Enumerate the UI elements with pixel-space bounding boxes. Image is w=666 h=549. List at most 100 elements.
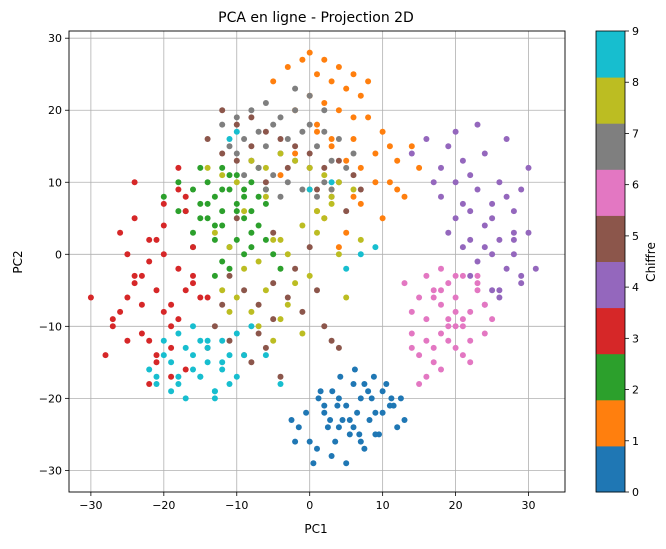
data-point-digit-2 [175, 179, 182, 186]
data-point-digit-6 [438, 287, 444, 294]
data-point-digit-6 [459, 272, 466, 279]
data-point-digit-0 [306, 438, 313, 445]
data-point-digit-6 [445, 316, 452, 323]
data-point-digit-0 [388, 395, 395, 402]
data-point-digit-4 [481, 222, 488, 229]
data-point-digit-5 [321, 164, 328, 171]
data-point-digit-9 [190, 366, 196, 373]
data-point-digit-2 [204, 179, 211, 186]
data-point-digit-5 [248, 143, 255, 150]
data-point-digit-2 [175, 208, 182, 215]
data-point-digit-9 [204, 344, 211, 351]
data-point-digit-8 [343, 294, 350, 301]
data-point-digit-9 [182, 395, 189, 402]
data-point-digit-3 [138, 330, 145, 337]
data-point-digit-1 [328, 136, 335, 142]
data-point-digit-3 [168, 301, 175, 308]
data-point-digit-2 [197, 215, 204, 222]
data-point-digit-6 [452, 272, 459, 279]
data-point-digit-3 [190, 244, 196, 251]
data-point-digit-3 [190, 272, 196, 279]
data-point-digit-6 [401, 280, 408, 287]
data-point-digit-9 [372, 244, 379, 251]
data-point-digit-9 [146, 366, 153, 373]
data-point-digit-6 [423, 316, 430, 323]
data-point-digit-2 [211, 236, 218, 243]
data-point-digit-0 [346, 417, 353, 423]
data-point-digit-3 [109, 316, 116, 323]
data-point-digit-9 [219, 337, 226, 344]
data-point-digit-6 [423, 373, 430, 380]
data-point-digit-6 [489, 316, 496, 323]
data-point-digit-6 [467, 359, 474, 366]
data-point-digit-6 [445, 323, 452, 330]
data-point-digit-0 [334, 402, 341, 409]
data-point-digit-4 [467, 172, 474, 179]
data-point-digit-1 [357, 92, 364, 99]
data-point-digit-9 [226, 381, 233, 387]
data-point-digit-7 [328, 186, 335, 193]
data-point-digit-2 [248, 208, 255, 215]
data-point-digit-0 [343, 460, 350, 467]
data-point-digit-9 [277, 381, 284, 387]
data-point-digit-0 [295, 424, 302, 431]
data-point-digit-8 [321, 172, 328, 179]
data-point-digit-7 [343, 164, 350, 171]
data-point-digit-2 [248, 244, 255, 251]
data-point-digit-0 [397, 395, 404, 402]
data-point-digit-9 [226, 352, 233, 359]
data-point-digit-1 [408, 143, 415, 150]
data-point-digit-2 [219, 222, 226, 229]
data-point-digit-4 [474, 186, 481, 193]
data-point-digit-7 [248, 107, 255, 114]
data-point-digit-9 [190, 352, 196, 359]
colorbar-tick-label: 7 [632, 127, 639, 140]
data-point-digit-6 [416, 352, 423, 359]
data-point-digit-8 [211, 229, 218, 236]
data-point-digit-0 [357, 438, 364, 445]
data-point-digit-3 [197, 294, 204, 301]
x-tick-label: −20 [152, 499, 175, 512]
data-point-digit-9 [343, 265, 350, 272]
data-point-digit-4 [496, 294, 503, 301]
data-point-digit-6 [430, 359, 437, 366]
data-point-digit-8 [241, 208, 248, 215]
data-point-digit-1 [394, 186, 401, 193]
data-point-digit-4 [525, 164, 532, 171]
data-point-digit-2 [204, 215, 211, 222]
data-point-digit-0 [383, 381, 390, 387]
data-point-digit-2 [190, 229, 196, 236]
data-point-digit-9 [233, 373, 240, 380]
data-point-digit-1 [350, 71, 357, 78]
data-point-digit-0 [327, 417, 334, 423]
data-point-digit-1 [314, 71, 320, 78]
data-point-digit-9 [168, 359, 175, 366]
data-point-digit-4 [489, 200, 496, 207]
data-point-digit-0 [366, 417, 373, 423]
data-point-digit-0 [315, 395, 322, 402]
data-point-digit-1 [328, 78, 335, 85]
colorbar-segment [596, 445, 625, 493]
data-point-digit-3 [168, 323, 175, 330]
x-tick-label: 30 [522, 499, 536, 512]
data-point-digit-5 [292, 143, 299, 150]
data-point-digit-8 [277, 316, 284, 323]
data-point-digit-3 [153, 287, 160, 294]
data-point-digit-4 [525, 229, 532, 236]
data-point-digit-1 [335, 107, 342, 114]
data-point-digit-7 [277, 193, 284, 200]
data-point-digit-2 [262, 200, 269, 207]
data-point-digit-8 [226, 308, 233, 315]
data-point-digit-1 [343, 85, 350, 92]
data-point-digit-2 [248, 179, 255, 186]
x-axis-label: PC1 [304, 522, 327, 536]
data-point-digit-0 [365, 388, 372, 395]
data-point-digit-4 [481, 244, 488, 251]
data-point-digit-5 [314, 287, 320, 294]
data-point-digit-2 [241, 215, 248, 222]
data-point-digit-6 [481, 301, 488, 308]
y-axis-ticks: −30 −20 −10 0 10 20 30 [39, 32, 69, 477]
data-point-digit-1 [277, 172, 284, 179]
data-point-digit-2 [233, 208, 240, 215]
data-point-digit-3 [87, 294, 94, 301]
